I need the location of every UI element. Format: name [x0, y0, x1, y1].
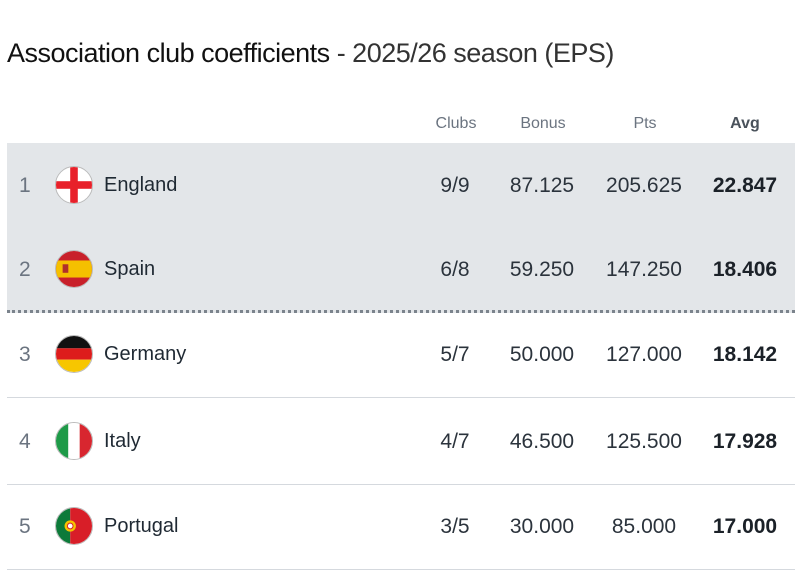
portugal-flag-icon	[55, 507, 93, 545]
germany-flag-icon	[55, 335, 93, 373]
pts-value: 205.625	[606, 174, 682, 197]
avg-value: 17.000	[712, 515, 778, 538]
spain-flag-icon	[55, 250, 93, 288]
rank: 1	[19, 174, 31, 197]
country-name[interactable]: Germany	[104, 343, 187, 365]
country-name[interactable]: Portugal	[104, 515, 179, 537]
italy-flag-icon	[55, 422, 93, 460]
bonus-value: 50.000	[509, 343, 575, 366]
pts-value: 147.250	[606, 258, 682, 281]
title-text: Association club coefficients	[7, 38, 330, 68]
rank: 2	[19, 258, 31, 281]
bonus-value: 46.500	[509, 430, 575, 453]
clubs-value: 5/7	[440, 343, 470, 366]
country-name[interactable]: Spain	[104, 258, 156, 280]
avg-value: 18.142	[712, 343, 778, 366]
rank: 3	[19, 343, 31, 366]
page-title: Association club coefficients - 2025/26 …	[7, 38, 614, 69]
clubs-value: 9/9	[440, 174, 470, 197]
rank: 4	[19, 430, 31, 453]
header-clubs[interactable]: Clubs	[435, 115, 477, 132]
bonus-value: 59.250	[509, 258, 575, 281]
table-row-spain[interactable]: 2 Spain 6/8 59.250 147.250 18.406	[7, 227, 795, 313]
country-name[interactable]: Italy	[104, 430, 141, 452]
season-subtitle: - 2025/26 season (EPS)	[329, 38, 615, 68]
table-row-italy[interactable]: 4 Italy 4/7 46.500 125.500 17.928	[7, 399, 795, 485]
rank: 5	[19, 515, 31, 538]
header-avg[interactable]: Avg	[730, 115, 760, 132]
pts-value: 125.500	[606, 430, 682, 453]
country-name[interactable]: England	[104, 174, 178, 196]
clubs-value: 3/5	[440, 515, 470, 538]
pts-value: 85.000	[611, 515, 677, 538]
england-flag-icon	[55, 166, 93, 204]
avg-value: 17.928	[712, 430, 778, 453]
header-pts[interactable]: Pts	[633, 115, 657, 132]
table-row-portugal[interactable]: 5 Portugal 3/5 30.000 85.000 17.000	[7, 484, 795, 570]
avg-value: 22.847	[712, 174, 778, 197]
bonus-value: 87.125	[509, 174, 575, 197]
avg-value: 18.406	[712, 258, 778, 281]
table-row-england[interactable]: 1 England 9/9 87.125 205.625 22.847	[7, 143, 795, 229]
header-bonus[interactable]: Bonus	[520, 115, 566, 132]
pts-value: 127.000	[606, 343, 682, 366]
clubs-value: 4/7	[440, 430, 470, 453]
bonus-value: 30.000	[509, 515, 575, 538]
clubs-value: 6/8	[440, 258, 470, 281]
table-row-germany[interactable]: 3 Germany 5/7 50.000 127.000 18.142	[7, 312, 795, 398]
